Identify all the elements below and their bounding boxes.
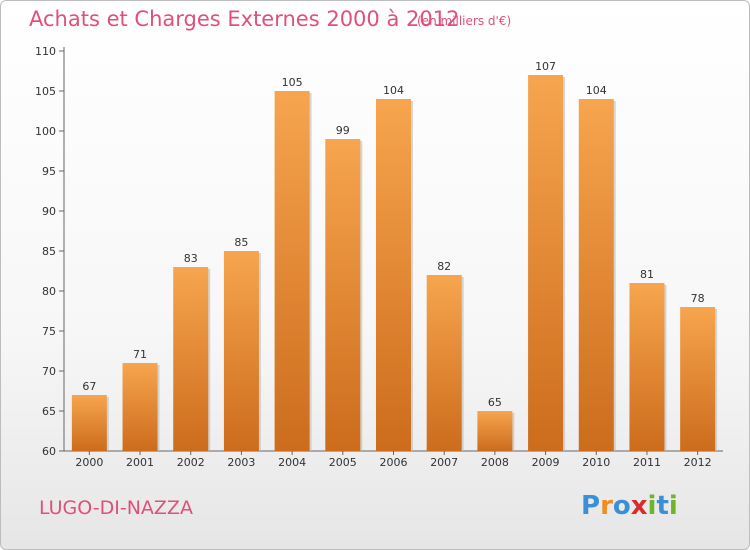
- bar: [629, 283, 665, 451]
- data-label: 104: [586, 84, 607, 97]
- bar: [528, 75, 564, 451]
- y-tick-label: 105: [35, 85, 56, 98]
- x-tick-label: 2002: [177, 456, 205, 469]
- logo-letter: r: [600, 491, 613, 521]
- y-tick-label: 90: [42, 205, 56, 218]
- y-tick-label: 80: [42, 285, 56, 298]
- bar: [223, 251, 259, 451]
- proxiti-logo[interactable]: Proxiti: [581, 491, 678, 521]
- x-tick-label: 2009: [532, 456, 560, 469]
- bar: [426, 275, 462, 451]
- bar: [173, 267, 209, 451]
- data-label: 81: [640, 268, 654, 281]
- bar: [325, 139, 361, 451]
- y-tick-label: 95: [42, 165, 56, 178]
- data-label: 78: [691, 292, 705, 305]
- data-label: 83: [184, 252, 198, 265]
- data-label: 105: [282, 76, 303, 89]
- logo-letter: i: [668, 491, 678, 521]
- data-label: 82: [437, 260, 451, 273]
- bar: [122, 363, 158, 451]
- logo-letter: o: [612, 491, 631, 521]
- x-tick-label: 2006: [380, 456, 408, 469]
- bar: [680, 307, 716, 451]
- data-label: 67: [82, 380, 96, 393]
- y-tick-label: 65: [42, 405, 56, 418]
- chart-subtitle: (en milliers d'€): [417, 14, 512, 28]
- x-tick-label: 2012: [684, 456, 712, 469]
- y-tick-label: 70: [42, 365, 56, 378]
- x-tick-label: 2001: [126, 456, 154, 469]
- bar: [376, 99, 411, 451]
- location-label: LUGO-DI-NAZZA: [39, 497, 193, 519]
- y-tick-label: 110: [35, 45, 56, 58]
- y-tick-label: 100: [35, 125, 56, 138]
- logo-letter: t: [656, 491, 669, 521]
- logo-letter: x: [630, 491, 648, 521]
- data-label: 99: [336, 124, 350, 137]
- data-label: 107: [535, 60, 556, 73]
- x-tick-label: 2004: [278, 456, 306, 469]
- y-tick-label: 60: [42, 445, 56, 458]
- bar: [274, 91, 310, 451]
- x-tick-label: 2011: [633, 456, 661, 469]
- bar: [477, 411, 513, 451]
- chart-title: Achats et Charges Externes 2000 à 2012: [29, 7, 460, 31]
- y-tick-label: 75: [42, 325, 56, 338]
- x-tick-label: 2010: [582, 456, 610, 469]
- logo-letter: i: [647, 491, 657, 521]
- x-tick-label: 2008: [481, 456, 509, 469]
- data-label: 71: [133, 348, 147, 361]
- bar: [578, 99, 614, 451]
- y-tick-label: 85: [42, 245, 56, 258]
- data-label: 65: [488, 396, 502, 409]
- data-label: 104: [383, 84, 404, 97]
- x-tick-label: 2007: [430, 456, 458, 469]
- bar: [71, 395, 107, 451]
- x-tick-label: 2005: [329, 456, 357, 469]
- logo-letter: P: [581, 491, 601, 521]
- data-label: 85: [234, 236, 248, 249]
- x-tick-label: 2000: [75, 456, 103, 469]
- x-tick-label: 2003: [227, 456, 255, 469]
